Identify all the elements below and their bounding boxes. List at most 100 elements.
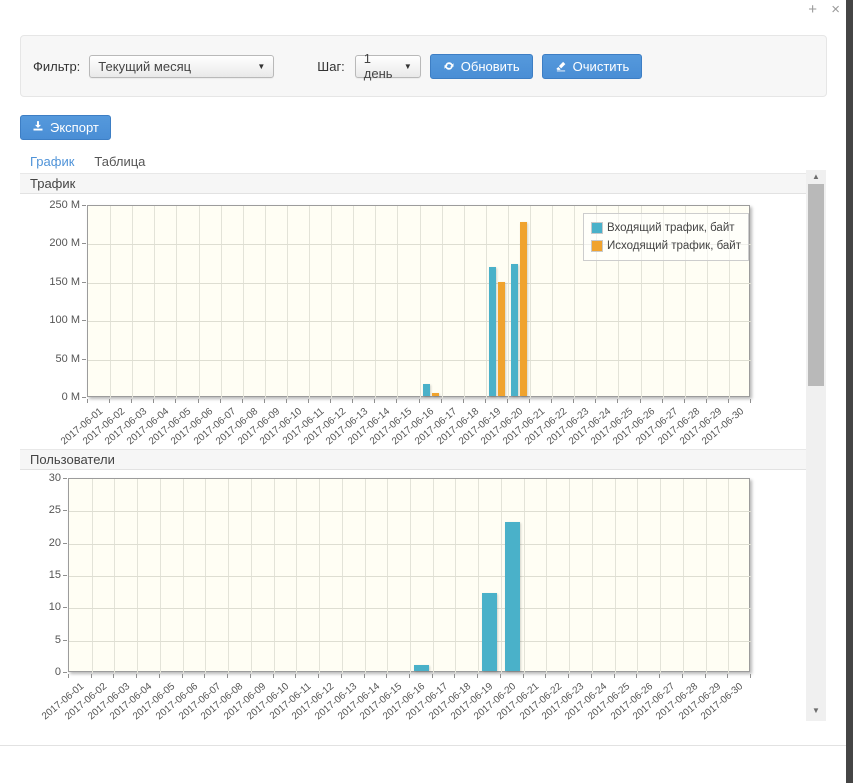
- chevron-down-icon: ▼: [394, 62, 412, 71]
- filter-label: Фильтр:: [33, 59, 80, 74]
- chevron-down-icon: ▼: [247, 62, 265, 71]
- y-axis-label: 100 M: [36, 314, 80, 326]
- axis-tick: [662, 399, 663, 403]
- y-axis-label: 10: [17, 601, 61, 613]
- grid-line: [287, 206, 288, 398]
- axis-tick: [419, 399, 420, 403]
- legend: Входящий трафик, байт Исходящий трафик, б…: [583, 213, 749, 261]
- axis-tick: [507, 399, 508, 403]
- grid-line: [69, 576, 751, 577]
- clear-button-label: Очистить: [573, 59, 630, 74]
- axis-tick: [87, 399, 88, 403]
- refresh-icon: [443, 60, 455, 72]
- axis-tick: [706, 399, 707, 403]
- filter-select[interactable]: Текущий месяц ▼: [89, 55, 274, 78]
- axis-tick: [750, 399, 751, 403]
- axis-tick: [682, 674, 683, 678]
- refresh-button-label: Обновить: [461, 59, 520, 74]
- window-edge: [846, 0, 853, 783]
- bar: [489, 267, 496, 396]
- axis-tick: [136, 674, 137, 678]
- y-axis-label: 50 M: [36, 353, 80, 365]
- axis-tick: [175, 399, 176, 403]
- clear-button[interactable]: Очистить: [542, 54, 643, 79]
- filter-select-value: Текущий месяц: [98, 59, 191, 74]
- axis-tick: [595, 399, 596, 403]
- axis-tick: [182, 674, 183, 678]
- grid-line: [265, 206, 266, 398]
- axis-tick: [63, 575, 67, 576]
- axis-tick: [374, 399, 375, 403]
- axis-tick: [454, 674, 455, 678]
- axis-tick: [63, 672, 67, 673]
- grid-line: [464, 206, 465, 398]
- grid-line: [221, 206, 222, 398]
- axis-tick: [684, 399, 685, 403]
- users-section-header: Пользователи: [20, 449, 806, 470]
- legend-label: Входящий трафик, байт: [607, 222, 735, 234]
- y-axis-label: 0: [17, 666, 61, 678]
- export-button[interactable]: Экспорт: [20, 115, 111, 140]
- axis-tick: [352, 399, 353, 403]
- axis-tick: [273, 674, 274, 678]
- traffic-section-header: Трафик: [20, 173, 806, 194]
- axis-tick: [591, 674, 592, 678]
- legend-item: Исходящий трафик, байт: [591, 237, 741, 255]
- scroll-down-icon[interactable]: ▼: [806, 705, 826, 717]
- axis-tick: [63, 640, 67, 641]
- bar: [498, 282, 505, 396]
- axis-tick: [264, 399, 265, 403]
- scroll-up-icon[interactable]: ▲: [806, 171, 826, 183]
- axis-tick: [441, 399, 442, 403]
- axis-tick: [82, 397, 86, 398]
- axis-tick: [529, 399, 530, 403]
- axis-tick: [63, 478, 67, 479]
- axis-tick: [159, 674, 160, 678]
- grid-line: [552, 206, 553, 398]
- legend-swatch: [591, 222, 603, 234]
- axis-tick: [109, 399, 110, 403]
- filter-panel: Фильтр: Текущий месяц ▼ Шаг: 1 день ▼ Об…: [20, 35, 827, 97]
- download-icon: [32, 120, 44, 135]
- grid-line: [486, 206, 487, 398]
- step-select[interactable]: 1 день ▼: [355, 55, 421, 78]
- scrollbar-thumb[interactable]: [808, 184, 824, 386]
- axis-tick: [82, 320, 86, 321]
- add-icon[interactable]: +: [808, 1, 817, 18]
- grid-line: [420, 206, 421, 398]
- y-axis-label: 15: [17, 569, 61, 581]
- grid-line: [88, 321, 751, 322]
- axis-tick: [659, 674, 660, 678]
- axis-tick: [477, 674, 478, 678]
- axis-tick: [318, 674, 319, 678]
- legend-label: Исходящий трафик, байт: [607, 240, 741, 252]
- axis-tick: [68, 674, 69, 678]
- axis-tick: [728, 399, 729, 403]
- grid-line: [88, 360, 751, 361]
- bar: [423, 384, 430, 396]
- close-icon[interactable]: ×: [831, 1, 840, 18]
- grid-line: [176, 206, 177, 398]
- axis-tick: [396, 399, 397, 403]
- axis-tick: [573, 399, 574, 403]
- grid-line: [154, 206, 155, 398]
- grid-line: [69, 544, 751, 545]
- axis-tick: [500, 674, 501, 678]
- bar: [511, 264, 518, 396]
- axis-tick: [82, 282, 86, 283]
- grid-line: [574, 206, 575, 398]
- axis-tick: [295, 674, 296, 678]
- grid-line: [243, 206, 244, 398]
- bottom-divider: [0, 745, 846, 746]
- grid-line: [69, 641, 751, 642]
- axis-tick: [250, 674, 251, 678]
- axis-tick: [242, 399, 243, 403]
- vertical-scrollbar[interactable]: ▲ ▼: [806, 170, 826, 721]
- y-axis-label: 5: [17, 634, 61, 646]
- axis-tick: [198, 399, 199, 403]
- axis-tick: [113, 674, 114, 678]
- axis-tick: [409, 674, 410, 678]
- refresh-button[interactable]: Обновить: [430, 54, 533, 79]
- axis-tick: [386, 674, 387, 678]
- axis-tick: [705, 674, 706, 678]
